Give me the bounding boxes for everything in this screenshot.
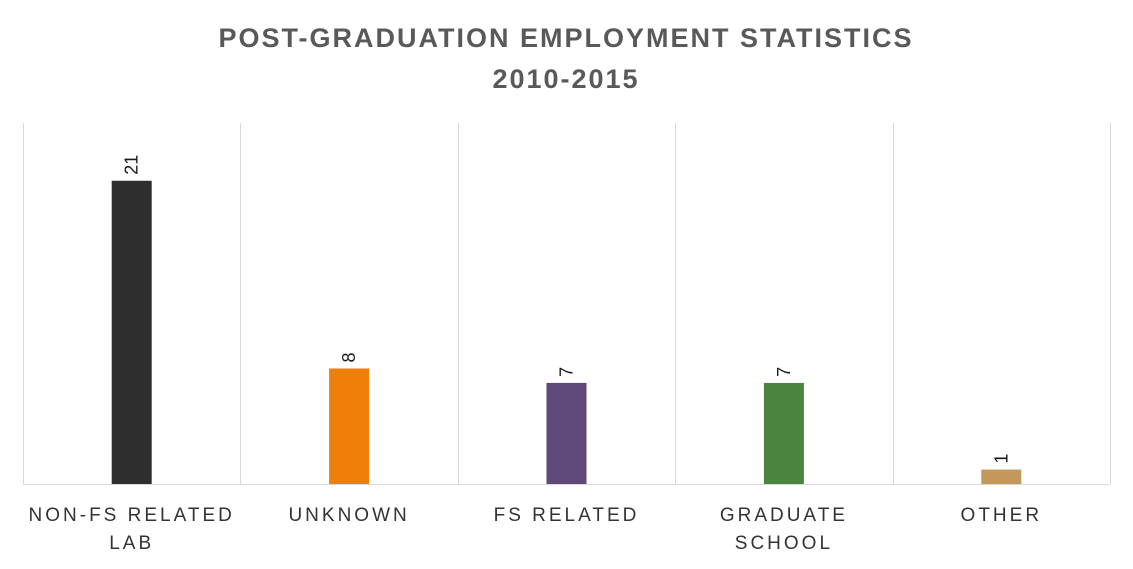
- data-label: 7: [557, 367, 577, 377]
- bar: [329, 368, 370, 484]
- category-labels: NON-FS RELATED LAB UNKNOWN FS RELATED GRADUA…: [29, 505, 1043, 554]
- bars: [111, 180, 1022, 484]
- category-label: SCHOOL: [735, 533, 833, 554]
- data-label: 21: [122, 155, 142, 175]
- bar: [763, 382, 804, 484]
- category-label: GRADUATE: [720, 505, 848, 526]
- category-label: NON-FS RELATED: [29, 505, 235, 526]
- category-label: FS RELATED: [494, 505, 640, 526]
- data-label: 8: [339, 352, 359, 362]
- chart-title-line-1: POST-GRADUATION EMPLOYMENT STATISTICS: [219, 23, 914, 53]
- bar: [111, 180, 152, 484]
- data-labels: 21 8 7 7 1: [122, 155, 1012, 464]
- data-label: 7: [774, 367, 794, 377]
- bar: [981, 469, 1022, 484]
- bar: [546, 382, 587, 484]
- category-label: OTHER: [961, 505, 1043, 526]
- category-label: LAB: [109, 533, 154, 554]
- chart-title-line-2: 2010-2015: [492, 64, 639, 94]
- data-label: 1: [991, 454, 1011, 464]
- chart-title: POST-GRADUATION EMPLOYMENT STATISTICS 20…: [219, 23, 914, 94]
- gridlines: [23, 123, 1111, 484]
- category-label: UNKNOWN: [288, 505, 409, 526]
